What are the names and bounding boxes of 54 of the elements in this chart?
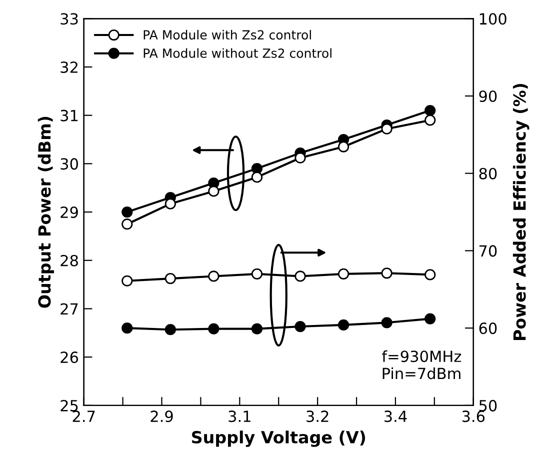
y-tick-label: 30: [60, 158, 78, 170]
point: [424, 269, 436, 280]
point: [338, 268, 350, 280]
y-axis-title: Output Power (dBm): [38, 116, 54, 308]
x-tick-label: 3.2: [306, 410, 328, 422]
point: [122, 218, 133, 230]
point: [424, 104, 436, 116]
point: [122, 275, 133, 286]
x-tick-label: 3.4: [384, 410, 407, 422]
point: [381, 317, 392, 328]
point: [208, 270, 220, 282]
point: [294, 320, 306, 332]
point: [338, 319, 350, 331]
y-tick-label: 26: [60, 352, 78, 364]
y-tick-label: 32: [60, 61, 78, 74]
y2-tick-label: 80: [479, 168, 497, 180]
point: [251, 172, 263, 183]
point: [338, 141, 350, 152]
point: [164, 324, 176, 336]
legend-label: PA Module without Zs2 control: [144, 48, 332, 58]
legend-label: PA Module with Zs2 control: [144, 30, 311, 40]
point: [424, 114, 436, 126]
point: [381, 123, 392, 134]
y2-axis-title: Power Added Efficiency (%): [512, 84, 530, 340]
point: [294, 270, 306, 282]
x-tick-label: 3.6: [462, 410, 485, 422]
x-tick-label: 3.1: [228, 410, 250, 422]
point: [208, 186, 220, 197]
y-tick-label: 33: [60, 13, 78, 25]
point: [381, 268, 392, 279]
point: [164, 273, 176, 284]
point: [251, 268, 263, 280]
y2-tick-label: 70: [479, 245, 497, 257]
point: [208, 323, 220, 334]
point: [122, 206, 133, 218]
point: [164, 198, 176, 210]
y-tick-label: 27: [60, 303, 78, 315]
y-tick-label: 28: [60, 254, 78, 266]
point: [251, 323, 263, 334]
x-axis-title: Supply Voltage (V): [192, 430, 366, 447]
x-tick-label: 2.9: [150, 410, 173, 422]
point: [424, 313, 436, 324]
x-tick-label: 2.7: [72, 410, 95, 422]
point: [251, 162, 263, 174]
point: [122, 322, 133, 334]
y2-tick-label: 50: [479, 400, 497, 412]
y-tick-label: 31: [60, 110, 78, 122]
point: [294, 152, 306, 164]
y2-tick-label: 60: [479, 322, 497, 334]
y-tick-label: 25: [60, 400, 78, 412]
y2-tick-label: 100: [480, 13, 506, 25]
y2-tick-label: 90: [479, 90, 497, 102]
annotation: f=930MHz Pin=7dBm: [382, 350, 462, 380]
y-tick-label: 29: [60, 206, 78, 218]
